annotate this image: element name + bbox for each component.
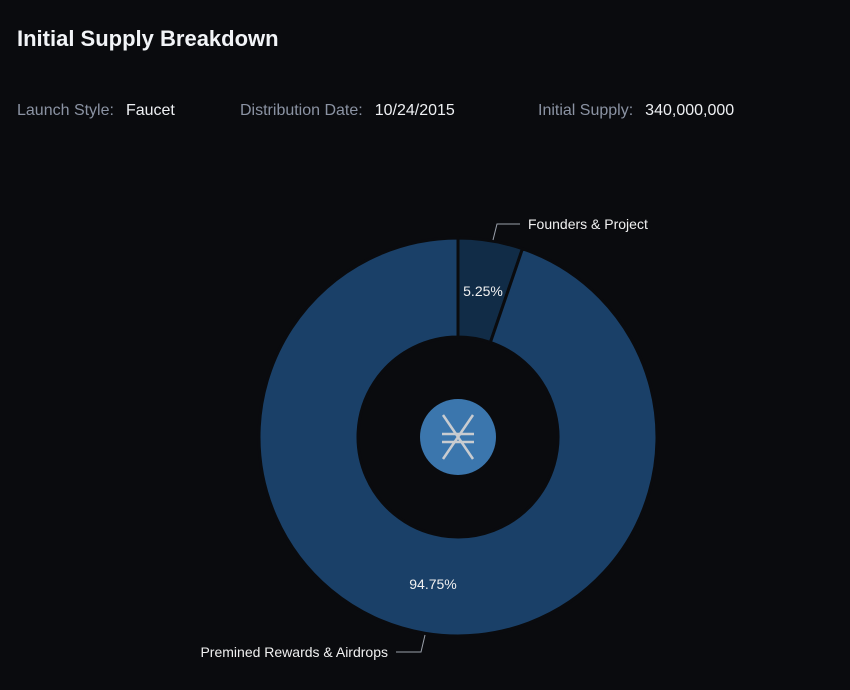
page-title: Initial Supply Breakdown: [17, 26, 279, 51]
meta-initial-supply: Initial Supply: 340,000,000: [538, 102, 735, 119]
legend-label-premined: Premined Rewards & Airdrops: [200, 644, 388, 660]
nxt-logo-icon: [420, 399, 496, 475]
meta-distribution-date: Distribution Date: 10/24/2015: [240, 102, 455, 119]
data-label-premined: 94.75%: [409, 576, 456, 592]
leader-line-founders: [492, 223, 520, 241]
legend-label-founders: Founders & Project: [528, 216, 648, 232]
data-label-founders: 5.25%: [463, 283, 503, 299]
slice-premined-rewards-airdrops: [257, 236, 659, 638]
leader-line-premined: [396, 634, 426, 653]
meta-launch-style: Launch Style: Faucet: [17, 102, 175, 119]
